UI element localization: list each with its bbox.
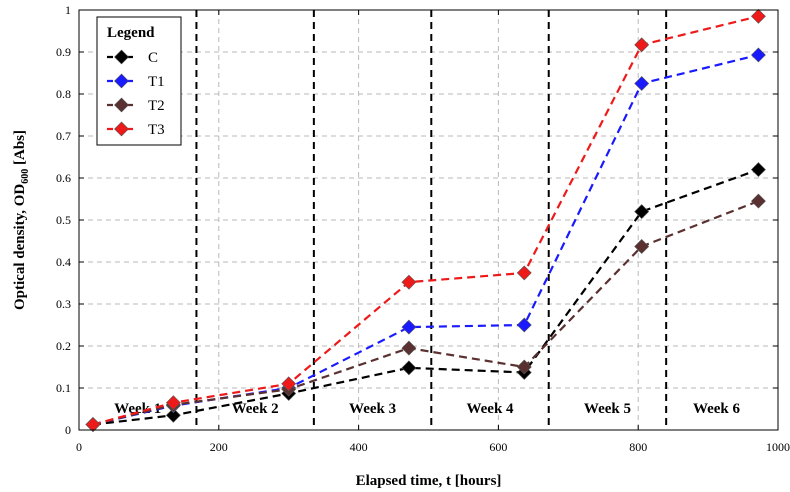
data-point-c <box>401 360 417 376</box>
data-point-t1 <box>634 76 650 91</box>
legend-title: Legend <box>107 25 155 41</box>
x-tick-label: 400 <box>350 440 368 454</box>
data-point-t3 <box>85 417 101 432</box>
x-tick-label: 600 <box>489 440 507 454</box>
legend-entries: C T1 T2 T3 <box>107 49 165 138</box>
legend-marker-t2 <box>114 97 129 113</box>
data-point-t3 <box>401 274 417 290</box>
axis-ticks: 0 0.1 0.2 0.3 0.4 0.5 0.6 0.7 0.8 0.9 1 0 200 400 600 8… <box>56 3 790 454</box>
data-point-t2 <box>401 340 417 356</box>
series-layer <box>85 8 766 432</box>
legend-label-t2: T2 <box>148 98 165 114</box>
week-label: Week 6 <box>693 401 741 417</box>
data-point-t3 <box>516 265 532 281</box>
y-tick-label: 0.2 <box>56 339 71 353</box>
y-tick-label: 0.1 <box>56 381 71 395</box>
legend: Legend C T1 T2 T3 <box>96 16 182 146</box>
y-tick-label: 0.3 <box>56 297 71 311</box>
x-tick-label: 0 <box>76 440 82 454</box>
y-axis-label-main: Optical density, OD <box>12 184 28 310</box>
data-point-t1 <box>751 47 766 63</box>
series-line-c <box>92 168 759 426</box>
y-axis-label-subscript: 600 <box>20 169 31 184</box>
data-point-t3 <box>634 37 650 53</box>
data-point-c <box>751 162 766 178</box>
week-label: Week 4 <box>466 401 514 417</box>
y-tick-label: 0.5 <box>56 213 71 227</box>
week-label: Week 1 <box>114 401 161 417</box>
data-point-t1 <box>401 319 417 335</box>
legend-label-c: C <box>148 50 158 66</box>
data-point-t3 <box>281 376 297 392</box>
grid-layer <box>79 10 778 430</box>
data-point-c <box>634 204 650 220</box>
week-label: Week 5 <box>584 401 631 417</box>
x-axis-label: Elapsed time, t [hours] <box>356 473 502 489</box>
data-point-t3 <box>751 8 766 24</box>
data-point-t2 <box>634 239 650 254</box>
y-tick-label: 0.4 <box>56 255 71 269</box>
y-tick-label: 0.9 <box>56 45 71 59</box>
y-tick-label: 0.6 <box>56 171 71 185</box>
legend-label-t3: T3 <box>148 122 165 138</box>
x-tick-label: 1000 <box>766 440 790 454</box>
week-label: Week 3 <box>349 401 396 417</box>
y-tick-label: 0 <box>65 423 71 437</box>
x-tick-label: 800 <box>629 440 647 454</box>
y-axis-label: Optical density, OD600 [Abs] <box>12 130 31 310</box>
x-tick-label: 200 <box>210 440 228 454</box>
legend-marker-t1 <box>114 73 129 89</box>
data-point-t3 <box>165 395 181 411</box>
y-axis-label-unit: [Abs] <box>12 130 28 169</box>
data-point-t1 <box>516 317 532 333</box>
y-tick-label: 0.7 <box>56 129 71 143</box>
y-tick-label: 0.8 <box>56 87 71 101</box>
data-point-c <box>165 407 181 423</box>
week-label: Week 2 <box>232 401 279 417</box>
series-line-t2 <box>92 200 759 426</box>
week-dividers: Week 1 Week 2 Week 3 Week 4 Week 5 Week 6 <box>112 10 743 430</box>
data-point-t2 <box>516 359 532 375</box>
legend-marker-t3 <box>114 121 129 137</box>
legend-marker-c <box>114 49 129 65</box>
legend-label-t1: T1 <box>148 74 165 90</box>
y-tick-label: 1 <box>65 3 71 17</box>
data-point-t2 <box>751 193 766 209</box>
